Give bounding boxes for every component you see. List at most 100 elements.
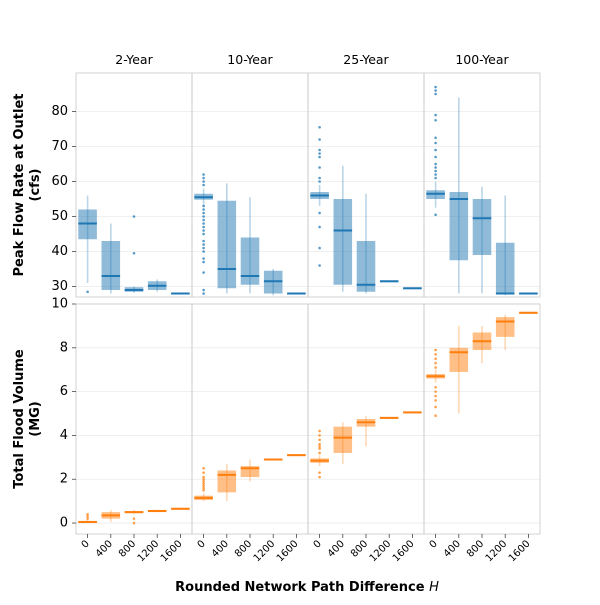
outlier-point (202, 292, 205, 295)
outlier-point (202, 486, 205, 490)
y-axis-title-line2: (cfs) (28, 169, 43, 202)
outlier-point (434, 176, 437, 180)
box (356, 241, 376, 292)
outlier-point (202, 225, 205, 229)
y-tick-label: 80 (51, 104, 68, 119)
panel-peak_flow-0 (75, 72, 193, 298)
x-tick-label: 1600 (275, 538, 301, 564)
outlier-point (86, 517, 89, 520)
x-axis-title-text: Rounded Network Path Difference (175, 580, 429, 595)
outlier-point (132, 521, 136, 525)
outlier-point (434, 213, 437, 217)
box (495, 317, 515, 337)
panel-frame (423, 72, 541, 298)
outlier-point (86, 290, 89, 294)
outlier-point (202, 229, 205, 232)
outlier-point (202, 480, 205, 483)
x-tick-label: 1200 (252, 538, 278, 564)
outlier-point (434, 118, 437, 122)
x-axis-title: Rounded Network Path Difference H (175, 580, 439, 595)
y-tick-label: 10 (51, 297, 68, 312)
outlier-point (318, 176, 321, 180)
outlier-point (202, 482, 205, 485)
panel-title: 25-Year (343, 52, 389, 67)
outlier-point (434, 136, 437, 140)
outlier-point (434, 169, 437, 173)
box (217, 470, 237, 493)
outlier-point (434, 162, 437, 166)
panel-title: 2-Year (115, 52, 153, 67)
outlier-point (434, 92, 437, 96)
outlier-point (318, 475, 321, 479)
outlier-point (202, 204, 205, 208)
outlier-point (202, 218, 205, 222)
outlier-point (318, 438, 321, 442)
outlier-point (202, 466, 205, 470)
outlier-point (86, 515, 89, 518)
panel-peak_flow-2 (307, 72, 425, 298)
y-tick-label: 60 (51, 174, 68, 189)
outlier-point (202, 232, 205, 236)
y-axis-title: Peak Flow Rate at Outlet(cfs) (12, 94, 43, 277)
outlier-point (434, 366, 437, 369)
outlier-point (318, 152, 321, 155)
x-axis-title-variable: H (429, 580, 439, 595)
panel-title: 10-Year (227, 52, 273, 67)
outlier-point (318, 471, 321, 474)
outlier-point (202, 180, 205, 183)
y-tick-label: 6 (60, 384, 68, 399)
outlier-point (318, 125, 321, 129)
outlier-point (318, 180, 321, 183)
panel-flood_volume-1 (191, 303, 309, 535)
x-tick-label: 1200 (484, 538, 510, 564)
outlier-point (434, 390, 437, 393)
box (449, 347, 469, 372)
outlier-point (202, 222, 205, 225)
outlier-point (434, 85, 437, 89)
x-tick-label: 400 (442, 538, 463, 559)
y-tick-label: 8 (60, 340, 68, 355)
panel-flood_volume-2 (307, 303, 425, 535)
outlier-point (318, 264, 321, 267)
x-tick-label: 1600 (507, 538, 533, 564)
y-tick-label: 50 (51, 209, 68, 224)
outlier-point (434, 166, 437, 169)
box (333, 426, 353, 453)
x-tick-label: 400 (94, 538, 115, 559)
outlier-point (202, 488, 205, 492)
outlier-point (434, 394, 437, 398)
outlier-point (202, 250, 205, 253)
outlier-point (434, 414, 437, 418)
outlier-point (434, 155, 437, 159)
outlier-point (202, 271, 205, 274)
outlier-point (132, 215, 136, 218)
box (101, 241, 121, 290)
outlier-point (202, 288, 205, 292)
outlier-point (434, 385, 437, 389)
outlier-point (202, 471, 205, 474)
x-tick-label: 0 (80, 538, 92, 550)
outlier-point (434, 141, 437, 145)
y-axis-title-line1: Total Flood Volume (12, 349, 27, 489)
box (217, 200, 237, 289)
outlier-point (202, 257, 205, 260)
outlier-point (318, 451, 321, 455)
outlier-point (202, 215, 205, 218)
x-tick-label: 400 (326, 538, 347, 559)
panel-flood_volume-0 (75, 303, 193, 535)
box (333, 199, 353, 285)
x-tick-label: 0 (428, 538, 440, 550)
outlier-point (202, 243, 205, 246)
outlier-point (318, 138, 321, 141)
x-tick-label: 400 (210, 538, 231, 559)
outlier-point (434, 113, 437, 117)
panel-frame (75, 303, 193, 535)
box (240, 237, 260, 285)
y-axis-title: Total Flood Volume(MG) (12, 349, 43, 489)
outlier-point (434, 399, 437, 402)
y-tick-label: 30 (51, 279, 68, 294)
outlier-point (202, 246, 205, 250)
outlier-point (202, 173, 205, 176)
panel-peak_flow-1 (191, 72, 309, 298)
